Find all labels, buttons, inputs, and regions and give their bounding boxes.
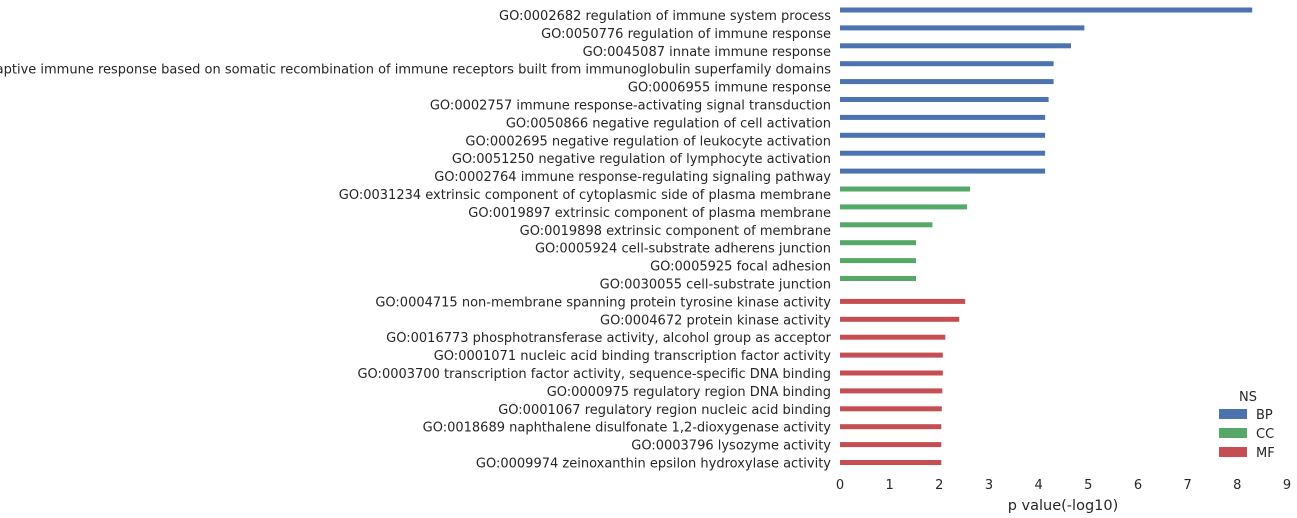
category-label: GO:0002682 regulation of immune system p…: [499, 9, 831, 24]
bar-bp: [840, 97, 1049, 102]
category-label: GO:0002764 immune response-regulating si…: [434, 170, 831, 185]
bar-bp: [840, 61, 1054, 67]
bar-mf: [840, 352, 943, 358]
bar-bp: [840, 150, 1046, 156]
x-tick-label: 7: [1184, 478, 1192, 493]
x-tick-label: 2: [935, 478, 943, 493]
bar-mf: [840, 460, 942, 465]
category-label: GO:0030055 cell-substrate junction: [600, 278, 831, 293]
bar-mf: [840, 370, 943, 376]
x-tick-label: 9: [1283, 478, 1291, 493]
bar-bp: [840, 132, 1046, 138]
category-label: GO:0002695 negative regulation of leukoc…: [465, 134, 831, 149]
x-tick-label: 8: [1233, 478, 1241, 493]
category-label: GO:0050866 negative regulation of cell a…: [506, 116, 831, 131]
legend-swatch-mf: [1219, 447, 1247, 457]
category-label: GO:0005924 cell-substrate adherens junct…: [535, 242, 831, 257]
bar-cc: [840, 186, 971, 192]
category-label: GO:0031234 extrinsic component of cytopl…: [339, 188, 831, 203]
bar-mf: [840, 388, 943, 394]
bars-layer: [840, 7, 1253, 465]
category-label: GO:0000975 regulatory region DNA binding: [547, 385, 831, 400]
x-tick-label: 5: [1084, 478, 1092, 493]
category-label: GO:0003700 transcription factor activity…: [357, 367, 831, 382]
x-tick-label: 1: [886, 478, 894, 493]
category-label: GO:0001067 regulatory region nucleic aci…: [498, 403, 831, 418]
bar-mf: [840, 424, 942, 430]
category-label: GO:0004715 non-membrane spanning protein…: [375, 295, 831, 310]
category-label: GO:0002757 immune response-activating si…: [430, 99, 831, 114]
x-axis: p value(-log10) 0 1 2 3 4 5 6 7 8 9: [836, 478, 1291, 514]
category-label: GO:0016773 phosphotransferase activity, …: [386, 331, 831, 346]
category-label: GO:0019898 extrinsic component of membra…: [520, 224, 831, 239]
bar-bp: [840, 7, 1253, 13]
bar-cc: [840, 240, 916, 246]
category-label: GO:0001071 nucleic acid binding transcri…: [434, 349, 832, 364]
bar-mf: [840, 406, 942, 412]
legend-title: NS: [1239, 390, 1257, 405]
category-label: GO:0051250 negative regulation of lympho…: [452, 152, 831, 167]
x-tick-label: 0: [836, 478, 844, 493]
legend-label-bp: BP: [1256, 408, 1273, 423]
category-label: GO:0002460 adaptive immune response base…: [0, 63, 831, 78]
bar-bp: [840, 25, 1085, 31]
category-label: GO:0004672 protein kinase activity: [600, 313, 831, 328]
legend-swatch-bp: [1219, 409, 1247, 419]
bar-mf: [840, 298, 966, 304]
category-label: GO:0005925 focal adhesion: [650, 260, 831, 275]
bar-cc: [840, 276, 916, 281]
category-label: GO:0003796 lysozyme activity: [631, 439, 831, 454]
bar-mf: [840, 442, 942, 448]
x-axis-label: p value(-log10): [1008, 498, 1119, 514]
category-label: GO:0006955 immune response: [628, 81, 831, 96]
x-tick-label: 3: [985, 478, 993, 493]
category-label: GO:0009974 zeinoxanthin epsilon hydroxyl…: [476, 457, 831, 472]
category-label: GO:0050776 regulation of immune response: [541, 27, 831, 42]
bar-mf: [840, 334, 946, 340]
bar-bp: [840, 79, 1054, 85]
bar-mf: [840, 316, 960, 322]
legend: NS BP CC MF: [1219, 390, 1275, 461]
category-label: GO:0045087 innate immune response: [583, 45, 831, 60]
bar-cc: [840, 222, 933, 228]
bar-bp: [840, 114, 1046, 120]
legend-label-mf: MF: [1256, 446, 1275, 461]
bar-bp: [840, 168, 1046, 174]
bar-bp: [840, 43, 1071, 49]
category-label: GO:0019897 extrinsic component of plasma…: [468, 206, 831, 221]
category-labels: GO:0002682 regulation of immune system p…: [0, 9, 832, 472]
legend-label-cc: CC: [1256, 427, 1274, 442]
bar-cc: [840, 204, 968, 210]
x-tick-label: 6: [1134, 478, 1142, 493]
bar-cc: [840, 258, 916, 264]
x-tick-label: 4: [1035, 478, 1043, 493]
category-label: GO:0018689 naphthalene disulfonate 1,2-d…: [423, 421, 832, 436]
legend-swatch-cc: [1219, 428, 1247, 438]
